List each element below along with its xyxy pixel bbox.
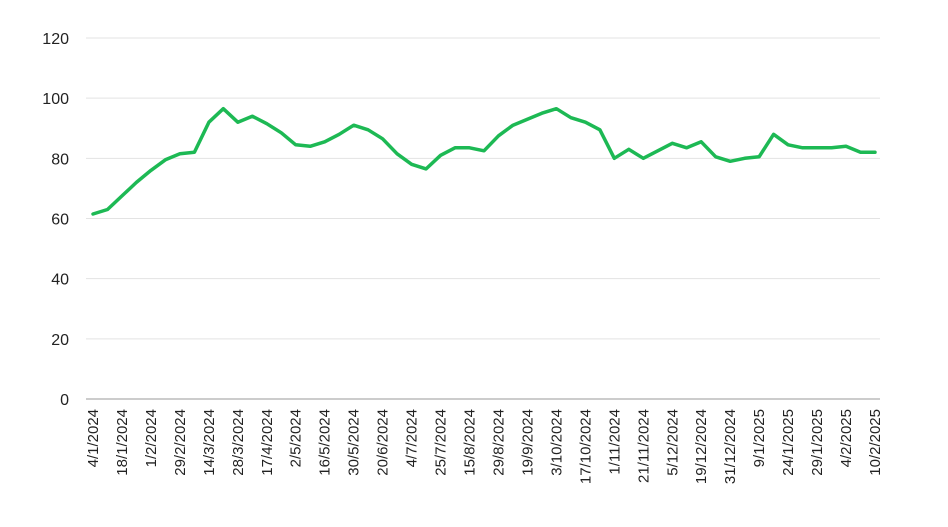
data-point — [425, 167, 428, 170]
data-point — [483, 149, 486, 152]
data-point — [367, 128, 370, 131]
data-point — [685, 146, 688, 149]
x-tick-label: 17/4/2024 — [259, 409, 276, 476]
data-point — [743, 157, 746, 160]
data-point — [251, 115, 254, 118]
x-tick-label: 15/8/2024 — [462, 409, 479, 476]
x-tick-label: 29/2/2024 — [172, 409, 189, 476]
data-point — [671, 142, 674, 145]
data-point — [265, 122, 268, 125]
data-point — [555, 107, 558, 110]
data-point — [280, 131, 283, 134]
x-tick-label: 16/5/2024 — [317, 409, 334, 476]
data-point — [164, 158, 167, 161]
data-point — [845, 145, 848, 148]
data-point — [309, 145, 312, 148]
x-tick-label: 31/12/2024 — [722, 409, 739, 484]
data-point — [714, 155, 717, 158]
x-tick-label: 19/9/2024 — [519, 409, 536, 476]
x-tick-label: 4/1/2024 — [85, 409, 102, 467]
x-tick-label: 25/7/2024 — [433, 409, 450, 476]
data-point — [236, 121, 239, 124]
data-point — [859, 151, 862, 154]
y-tick-label: 80 — [51, 151, 69, 168]
data-point — [497, 134, 500, 137]
x-tick-label: 10/2/2025 — [867, 409, 884, 476]
x-tick-label: 24/1/2025 — [780, 409, 797, 476]
data-point — [584, 121, 587, 124]
data-point — [801, 146, 804, 149]
y-tick-label: 60 — [51, 212, 69, 229]
data-point — [468, 146, 471, 149]
data-point — [222, 107, 225, 110]
y-tick-label: 0 — [60, 392, 69, 409]
x-tick-label: 19/12/2024 — [693, 409, 710, 484]
data-point — [338, 133, 341, 136]
x-tick-label: 1/11/2024 — [606, 409, 623, 475]
data-point — [352, 124, 355, 127]
data-point — [772, 133, 775, 136]
x-tick-label: 3/10/2024 — [548, 409, 565, 476]
data-point — [656, 149, 659, 152]
x-tick-label: 4/7/2024 — [404, 409, 421, 467]
data-point — [454, 146, 457, 149]
series-layer — [91, 106, 877, 216]
y-tick-label: 100 — [42, 91, 69, 108]
data-point — [540, 112, 543, 115]
x-tick-label: 21/11/2024 — [635, 409, 652, 483]
data-point — [323, 140, 326, 143]
x-tick-label: 14/3/2024 — [201, 409, 218, 476]
data-point — [613, 157, 616, 160]
data-point — [149, 169, 152, 172]
data-point — [135, 181, 138, 184]
series-line — [91, 106, 877, 216]
data-point — [526, 118, 529, 121]
data-point — [512, 124, 515, 127]
x-axis-tick-labels: 4/1/2024 18/1/2024 1/2/2024 29/2/2024 14/3/2… — [85, 409, 884, 484]
data-point — [396, 152, 399, 155]
x-tick-label: 30/5/2024 — [346, 409, 363, 476]
x-tick-label: 29/8/2024 — [490, 409, 507, 476]
data-point — [569, 116, 572, 119]
data-point — [729, 160, 732, 163]
data-point — [294, 143, 297, 146]
x-tick-label: 28/3/2024 — [230, 409, 247, 476]
grid-lines — [86, 37, 880, 400]
data-point — [627, 148, 630, 151]
x-tick-label: 9/1/2025 — [751, 409, 768, 467]
data-point — [178, 152, 181, 155]
y-axis-tick-labels: 0 20 40 60 80 100 120 — [42, 31, 69, 409]
data-point — [193, 151, 196, 154]
x-tick-label: 20/6/2024 — [375, 409, 392, 476]
x-tick-label: 29/1/2025 — [809, 409, 826, 476]
data-point — [830, 146, 833, 149]
x-tick-label: 17/10/2024 — [577, 409, 594, 484]
data-point — [816, 146, 819, 149]
data-point — [700, 140, 703, 143]
data-point — [121, 194, 124, 197]
x-tick-label: 5/12/2024 — [664, 409, 681, 476]
data-point — [439, 154, 442, 157]
data-point — [207, 121, 210, 124]
x-tick-label: 1/2/2024 — [143, 409, 160, 467]
data-point — [598, 128, 601, 131]
data-point — [410, 163, 413, 166]
data-point — [787, 143, 790, 146]
data-point — [92, 213, 95, 216]
y-tick-label: 40 — [51, 272, 69, 289]
x-tick-label: 2/5/2024 — [288, 409, 305, 467]
data-point — [758, 155, 761, 158]
data-point — [106, 208, 109, 211]
data-point — [381, 137, 384, 140]
data-point — [874, 151, 877, 154]
x-tick-label: 4/2/2025 — [838, 409, 855, 467]
y-tick-label: 120 — [42, 31, 69, 48]
x-tick-label: 18/1/2024 — [114, 409, 131, 476]
data-point — [642, 157, 645, 160]
y-tick-label: 20 — [51, 332, 69, 349]
